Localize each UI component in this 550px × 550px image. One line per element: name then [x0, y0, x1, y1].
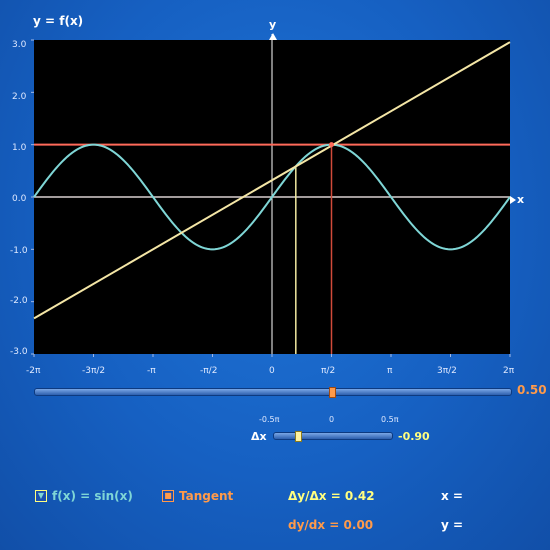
x-tick-label: π — [387, 366, 393, 376]
x-tick-label: 2π — [503, 366, 515, 376]
x-tick-label: -π — [147, 366, 156, 376]
y-tick-label: -2.0 — [10, 296, 28, 306]
y-axis-arrow — [269, 33, 277, 40]
tangent-legend-label: Tangent — [179, 489, 234, 503]
x-tick-label: 3π/2 — [437, 366, 457, 376]
dx-slider-thumb[interactable] — [295, 431, 302, 442]
y-tick-label: 1.0 — [12, 143, 27, 153]
secant-ratio-readout: Δy/Δx = 0.42 — [288, 489, 375, 503]
y-tick-label: 3.0 — [12, 40, 27, 50]
x-tick-label: 0 — [269, 366, 275, 376]
x-tick-label: -2π — [26, 366, 41, 376]
y-tick-label: -3.0 — [10, 347, 28, 357]
x-slider-track[interactable] — [34, 388, 512, 396]
tangent-line — [33, 41, 511, 320]
function-checkbox[interactable]: ▼ — [35, 490, 47, 502]
dx-tick-label: 0 — [329, 415, 335, 424]
sine-curve — [33, 143, 511, 251]
y-axis-title: y = f(x) — [33, 14, 84, 28]
x-axis-arrow — [510, 196, 516, 204]
x-tick-label: -3π/2 — [82, 366, 106, 376]
dx-tick-label: -0.5π — [259, 415, 280, 424]
dx-slider-track[interactable] — [273, 432, 393, 440]
function-legend-label: f(x) = sin(x) — [52, 489, 133, 503]
y-tick-label: 0.0 — [12, 194, 27, 204]
dx-slider-label: Δx — [251, 430, 267, 443]
x-slider-thumb[interactable] — [329, 387, 336, 398]
y-tick-label: -1.0 — [10, 246, 28, 256]
derivative-readout: dy/dx = 0.00 — [288, 518, 374, 532]
y-tick-label: 2.0 — [12, 92, 27, 102]
tangent-point-marker — [329, 142, 334, 148]
x-tick-label: -π/2 — [200, 366, 218, 376]
y-readout: y = — [441, 518, 464, 532]
dx-tick-label: 0.5π — [381, 415, 399, 424]
x-axis-name: x — [517, 193, 524, 206]
dx-slider-value: -0.90 — [398, 430, 430, 443]
x-slider-value: 0.50 — [517, 383, 547, 397]
x-readout: x = — [441, 489, 463, 503]
y-axis-name: y — [269, 18, 276, 31]
tangent-checkbox[interactable]: ■ — [162, 490, 174, 502]
x-tick-label: π/2 — [321, 366, 336, 376]
